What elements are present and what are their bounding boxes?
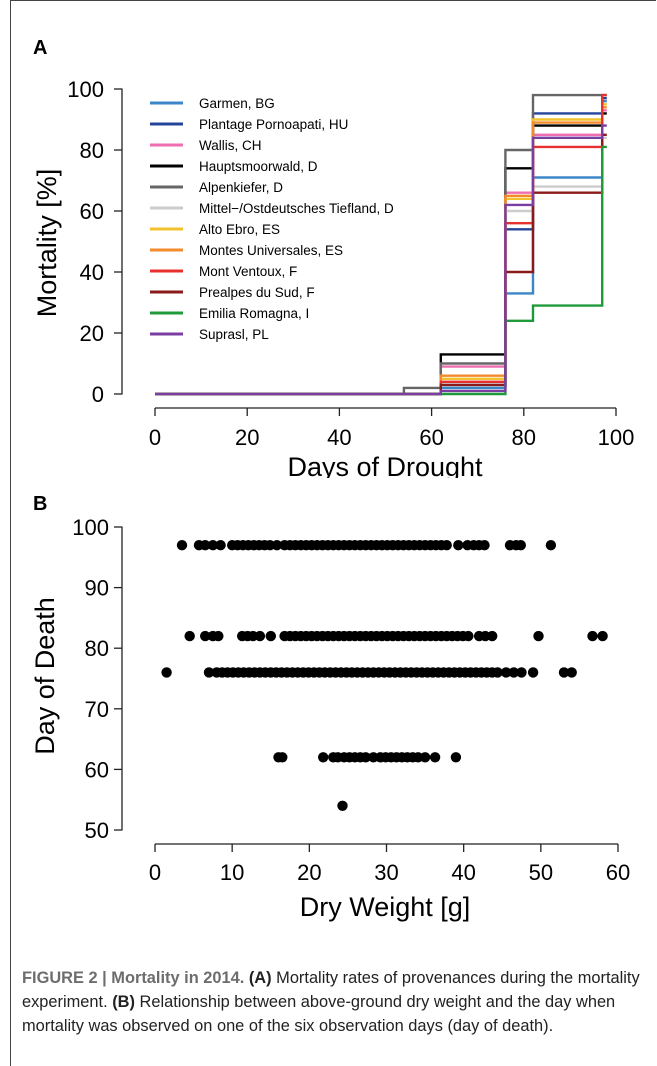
data-point	[254, 630, 266, 642]
chart-b: B 50 60 70 80 90 100 0 10 20 30 40 50 60 Dry Weight [g…	[30, 493, 630, 922]
legend-label-mittel-ostdeutsches-tiefland-d: Mittel−/Ostdeutsches Tiefland, D	[199, 201, 394, 216]
data-point	[200, 630, 211, 642]
x-tick-label: 100	[598, 425, 635, 450]
data-point	[419, 752, 431, 763]
legend-label-emilia-romagna-i: Emilia Romagna, I	[199, 306, 309, 321]
legend-label-plantage-pornoapati-hu: Plantage Pornoapati, HU	[199, 117, 348, 132]
data-point	[277, 752, 288, 763]
y-axis-title: Mortality [%]	[32, 169, 62, 318]
legend-label-hauptsmoorwald-d: Hauptsmoorwald, D	[199, 159, 318, 174]
data-point	[200, 540, 211, 551]
data-point	[213, 630, 224, 642]
panel-label-b: B	[33, 493, 47, 515]
data-point	[597, 630, 608, 642]
caption-part-b-text: Relationship between above-ground dry we…	[22, 993, 616, 1035]
data-point	[207, 540, 219, 551]
figure-frame	[10, 0, 656, 1066]
panel-label-a: A	[33, 37, 47, 59]
y-tick-label: 50	[85, 818, 109, 843]
x-tick-label: 20	[235, 425, 259, 450]
y-tick-label: 70	[85, 697, 109, 722]
x-tick-label: 30	[374, 860, 398, 885]
data-point	[453, 540, 464, 551]
y-tick-label: 100	[72, 515, 109, 540]
data-point	[215, 540, 226, 551]
x-tick-label: 10	[220, 860, 244, 885]
caption-part-b-label: (B)	[112, 993, 135, 1011]
legend-label-prealpes-du-sud-f: Prealpes du Sud, F	[199, 285, 315, 300]
y-tick-label: 80	[80, 138, 104, 163]
chart-a: A 0 20 40 60 80 100 0 20 40 60 80 100 Days of Drought…	[32, 37, 635, 478]
x-tick-label: 40	[451, 860, 475, 885]
data-point	[492, 667, 503, 678]
data-point	[450, 752, 462, 763]
legend-label-wallis-ch: Wallis, CH	[199, 138, 262, 153]
x-tick-label: 60	[419, 425, 443, 450]
x-tick-label: 80	[512, 425, 536, 450]
legend-label-garmen-bg: Garmen, BG	[199, 96, 275, 111]
data-point	[271, 540, 283, 551]
data-point	[545, 540, 557, 551]
figure-caption: FIGURE 2 | Mortality in 2014. (A) Mortal…	[22, 966, 647, 1038]
data-point	[566, 667, 577, 678]
legend-label-montes-universales-es: Montes Universales, ES	[199, 243, 343, 258]
caption-figure-label: FIGURE 2 | Mortality in 2014.	[22, 969, 245, 987]
data-point	[360, 752, 371, 763]
x-tick-label: 0	[149, 860, 161, 885]
series-line-suprasl-pl	[155, 124, 607, 396]
legend-label-suprasl-pl: Suprasl, PL	[199, 327, 269, 342]
data-point	[161, 667, 172, 678]
x-tick-label: 40	[327, 425, 351, 450]
y-tick-label: 90	[85, 576, 109, 601]
data-point	[516, 667, 527, 678]
y-tick-label: 60	[80, 199, 104, 224]
x-axis-title: Days of Drought	[287, 452, 483, 478]
y-tick-label: 40	[80, 260, 104, 285]
data-point	[184, 630, 195, 642]
data-point	[487, 630, 498, 642]
y-tick-label: 60	[85, 757, 109, 782]
data-point	[533, 630, 544, 642]
data-point	[500, 667, 512, 678]
data-point	[587, 630, 598, 642]
x-tick-label: 0	[149, 425, 161, 450]
caption-part-a-text: Mortality rates of provenances during th…	[22, 969, 640, 1011]
legend-label-alto-ebro-es: Alto Ebro, ES	[199, 222, 280, 237]
data-point	[508, 667, 519, 678]
y-tick-label: 100	[67, 77, 104, 102]
data-point	[176, 540, 188, 551]
y-tick-label: 80	[85, 636, 109, 661]
data-point	[558, 667, 570, 678]
y-tick-label: 20	[80, 321, 104, 346]
caption-part-a-label: (A)	[248, 969, 272, 987]
data-point	[463, 630, 474, 642]
x-tick-label: 20	[297, 860, 321, 885]
data-point	[479, 540, 490, 551]
x-tick-label: 50	[529, 860, 553, 885]
data-point	[515, 540, 526, 551]
data-point	[429, 752, 441, 763]
x-axis-title: Dry Weight [g]	[300, 892, 471, 922]
y-tick-label: 0	[92, 382, 104, 407]
data-point	[441, 540, 452, 551]
data-point	[527, 667, 539, 678]
legend-label-mont-ventoux-f: Mont Ventoux, F	[199, 264, 297, 279]
x-tick-label: 60	[606, 860, 630, 885]
data-point	[337, 800, 348, 811]
data-point	[318, 752, 329, 763]
y-axis-title: Day of Death	[30, 597, 60, 755]
data-point	[265, 630, 276, 642]
data-point	[203, 667, 215, 678]
legend-label-alpenkiefer-d: Alpenkiefer, D	[199, 180, 283, 195]
